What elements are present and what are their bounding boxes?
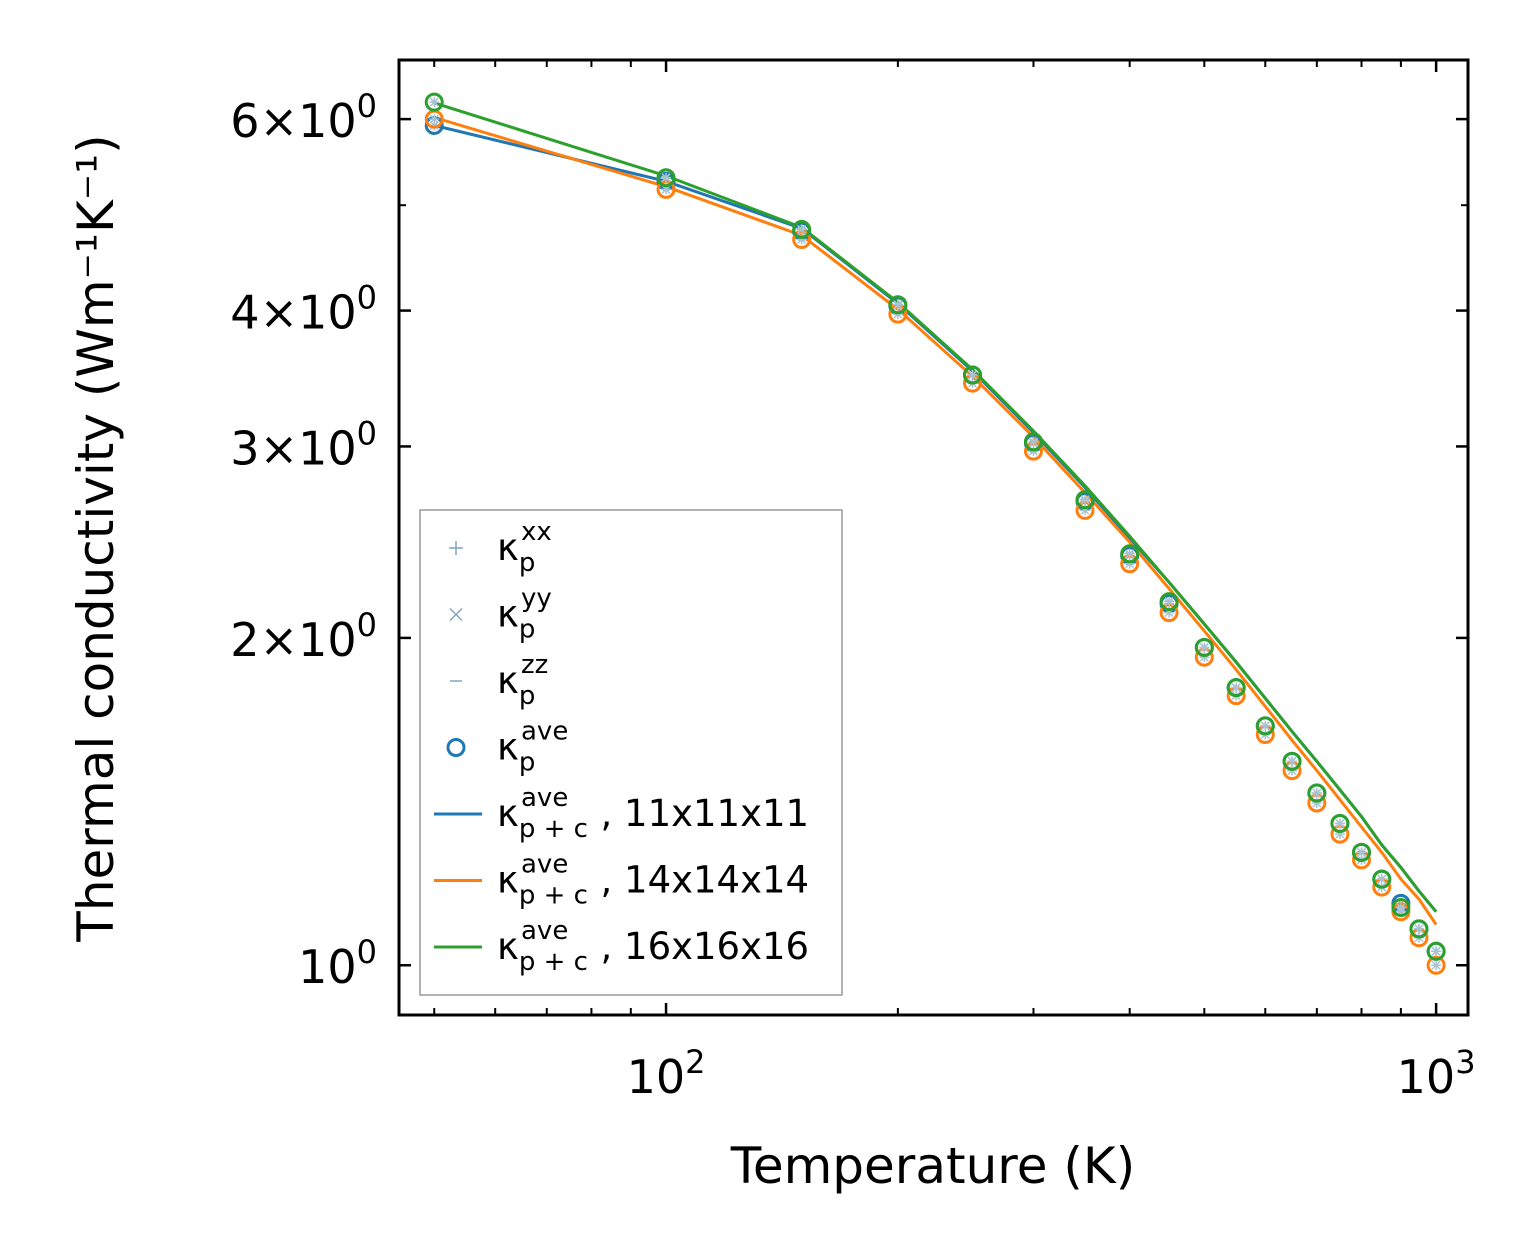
average-point bbox=[1194, 637, 1214, 657]
x-axis-label: Temperature (K) bbox=[730, 1137, 1135, 1195]
component-yy-point bbox=[1199, 642, 1209, 652]
component-yy-point bbox=[1414, 924, 1424, 934]
component-yy-point bbox=[1028, 437, 1039, 447]
scatter-series-2 bbox=[424, 92, 1446, 961]
component-yy-point bbox=[1125, 549, 1135, 559]
y-tick-label: 4×100 bbox=[230, 279, 377, 340]
component-yy-point bbox=[1377, 874, 1387, 884]
average-point bbox=[1330, 814, 1350, 834]
legend-item: κp + cave, 14x14x14 bbox=[434, 850, 809, 911]
average-point bbox=[1372, 869, 1392, 889]
component-yy-point bbox=[1287, 756, 1297, 766]
legend-label: κp + cave, 11x11x11 bbox=[497, 783, 809, 844]
average-point bbox=[1391, 898, 1411, 918]
component-yy-point bbox=[1431, 946, 1441, 956]
legend-circle-marker bbox=[446, 738, 466, 757]
average-point bbox=[888, 295, 908, 315]
ticks-layer: 102 103 100 2×100 3×100 4×100 6×100 bbox=[230, 60, 1476, 1104]
legend-item: κpzz bbox=[450, 650, 548, 711]
component-yy-point bbox=[1312, 788, 1322, 798]
average-point bbox=[1075, 490, 1095, 510]
component-yy-point bbox=[1231, 683, 1241, 693]
y-tick-label: 6×100 bbox=[230, 87, 377, 148]
average-point bbox=[1307, 783, 1327, 803]
average-point bbox=[1159, 592, 1179, 612]
legend-label: κp + cave, 16x16x16 bbox=[497, 916, 809, 977]
y-tick-label: 2×100 bbox=[230, 606, 377, 667]
y-tick-label: 100 bbox=[298, 933, 377, 994]
average-point bbox=[792, 219, 812, 239]
average-point bbox=[1351, 842, 1371, 862]
component-yy-point bbox=[1260, 721, 1270, 731]
component-yy-point bbox=[893, 300, 903, 310]
component-yy-point bbox=[1431, 960, 1441, 970]
average-point bbox=[424, 92, 444, 112]
average-point bbox=[1282, 751, 1302, 771]
legend-plus-marker bbox=[449, 541, 463, 555]
component-yy-point bbox=[797, 224, 807, 234]
component-yy-point bbox=[1080, 495, 1090, 505]
legend-item: κp + cave, 11x11x11 bbox=[434, 783, 809, 844]
legend-label: κpxx bbox=[497, 517, 552, 578]
series-line-2 bbox=[433, 101, 1438, 913]
series-line-1 bbox=[433, 116, 1438, 926]
component-yy-point bbox=[661, 173, 671, 183]
legend-item: κpxx bbox=[449, 517, 552, 578]
average-point bbox=[1426, 941, 1446, 961]
legend-label: κpzz bbox=[497, 650, 548, 711]
average-point bbox=[1255, 716, 1275, 736]
average-point bbox=[1409, 919, 1429, 939]
component-yy-point bbox=[1335, 818, 1345, 829]
average-point bbox=[1023, 432, 1043, 452]
legend-box bbox=[419, 509, 843, 996]
average-point bbox=[1426, 955, 1446, 975]
legend-item: κpyy bbox=[449, 584, 552, 645]
axes-frame bbox=[397, 58, 1470, 1017]
legend-label: κp + cave, 14x14x14 bbox=[497, 850, 809, 911]
legend-label: κpyy bbox=[497, 584, 552, 645]
legend-item: κp + cave, 16x16x16 bbox=[434, 916, 809, 977]
average-point bbox=[962, 365, 982, 385]
average-point bbox=[1226, 678, 1246, 698]
component-yy-point bbox=[429, 97, 439, 107]
component-yy-point bbox=[1356, 847, 1367, 857]
x-tick-label: 102 bbox=[627, 1043, 706, 1104]
plot-content bbox=[424, 92, 1446, 975]
legend-item: κpave bbox=[446, 717, 568, 778]
average-point bbox=[1120, 544, 1140, 564]
component-yy-point bbox=[1396, 902, 1406, 913]
legend-x-marker bbox=[449, 607, 463, 622]
legend-label: κpave bbox=[497, 717, 568, 778]
component-yy-point bbox=[1164, 597, 1174, 607]
component-yy-point bbox=[429, 114, 439, 124]
component-yy-point bbox=[967, 370, 978, 380]
average-point bbox=[656, 168, 676, 188]
x-tick-label: 103 bbox=[1397, 1043, 1476, 1104]
y-axis-label: Thermal conductivity (Wm⁻¹K⁻¹) bbox=[67, 134, 125, 942]
y-tick-label: 3×100 bbox=[230, 414, 377, 475]
